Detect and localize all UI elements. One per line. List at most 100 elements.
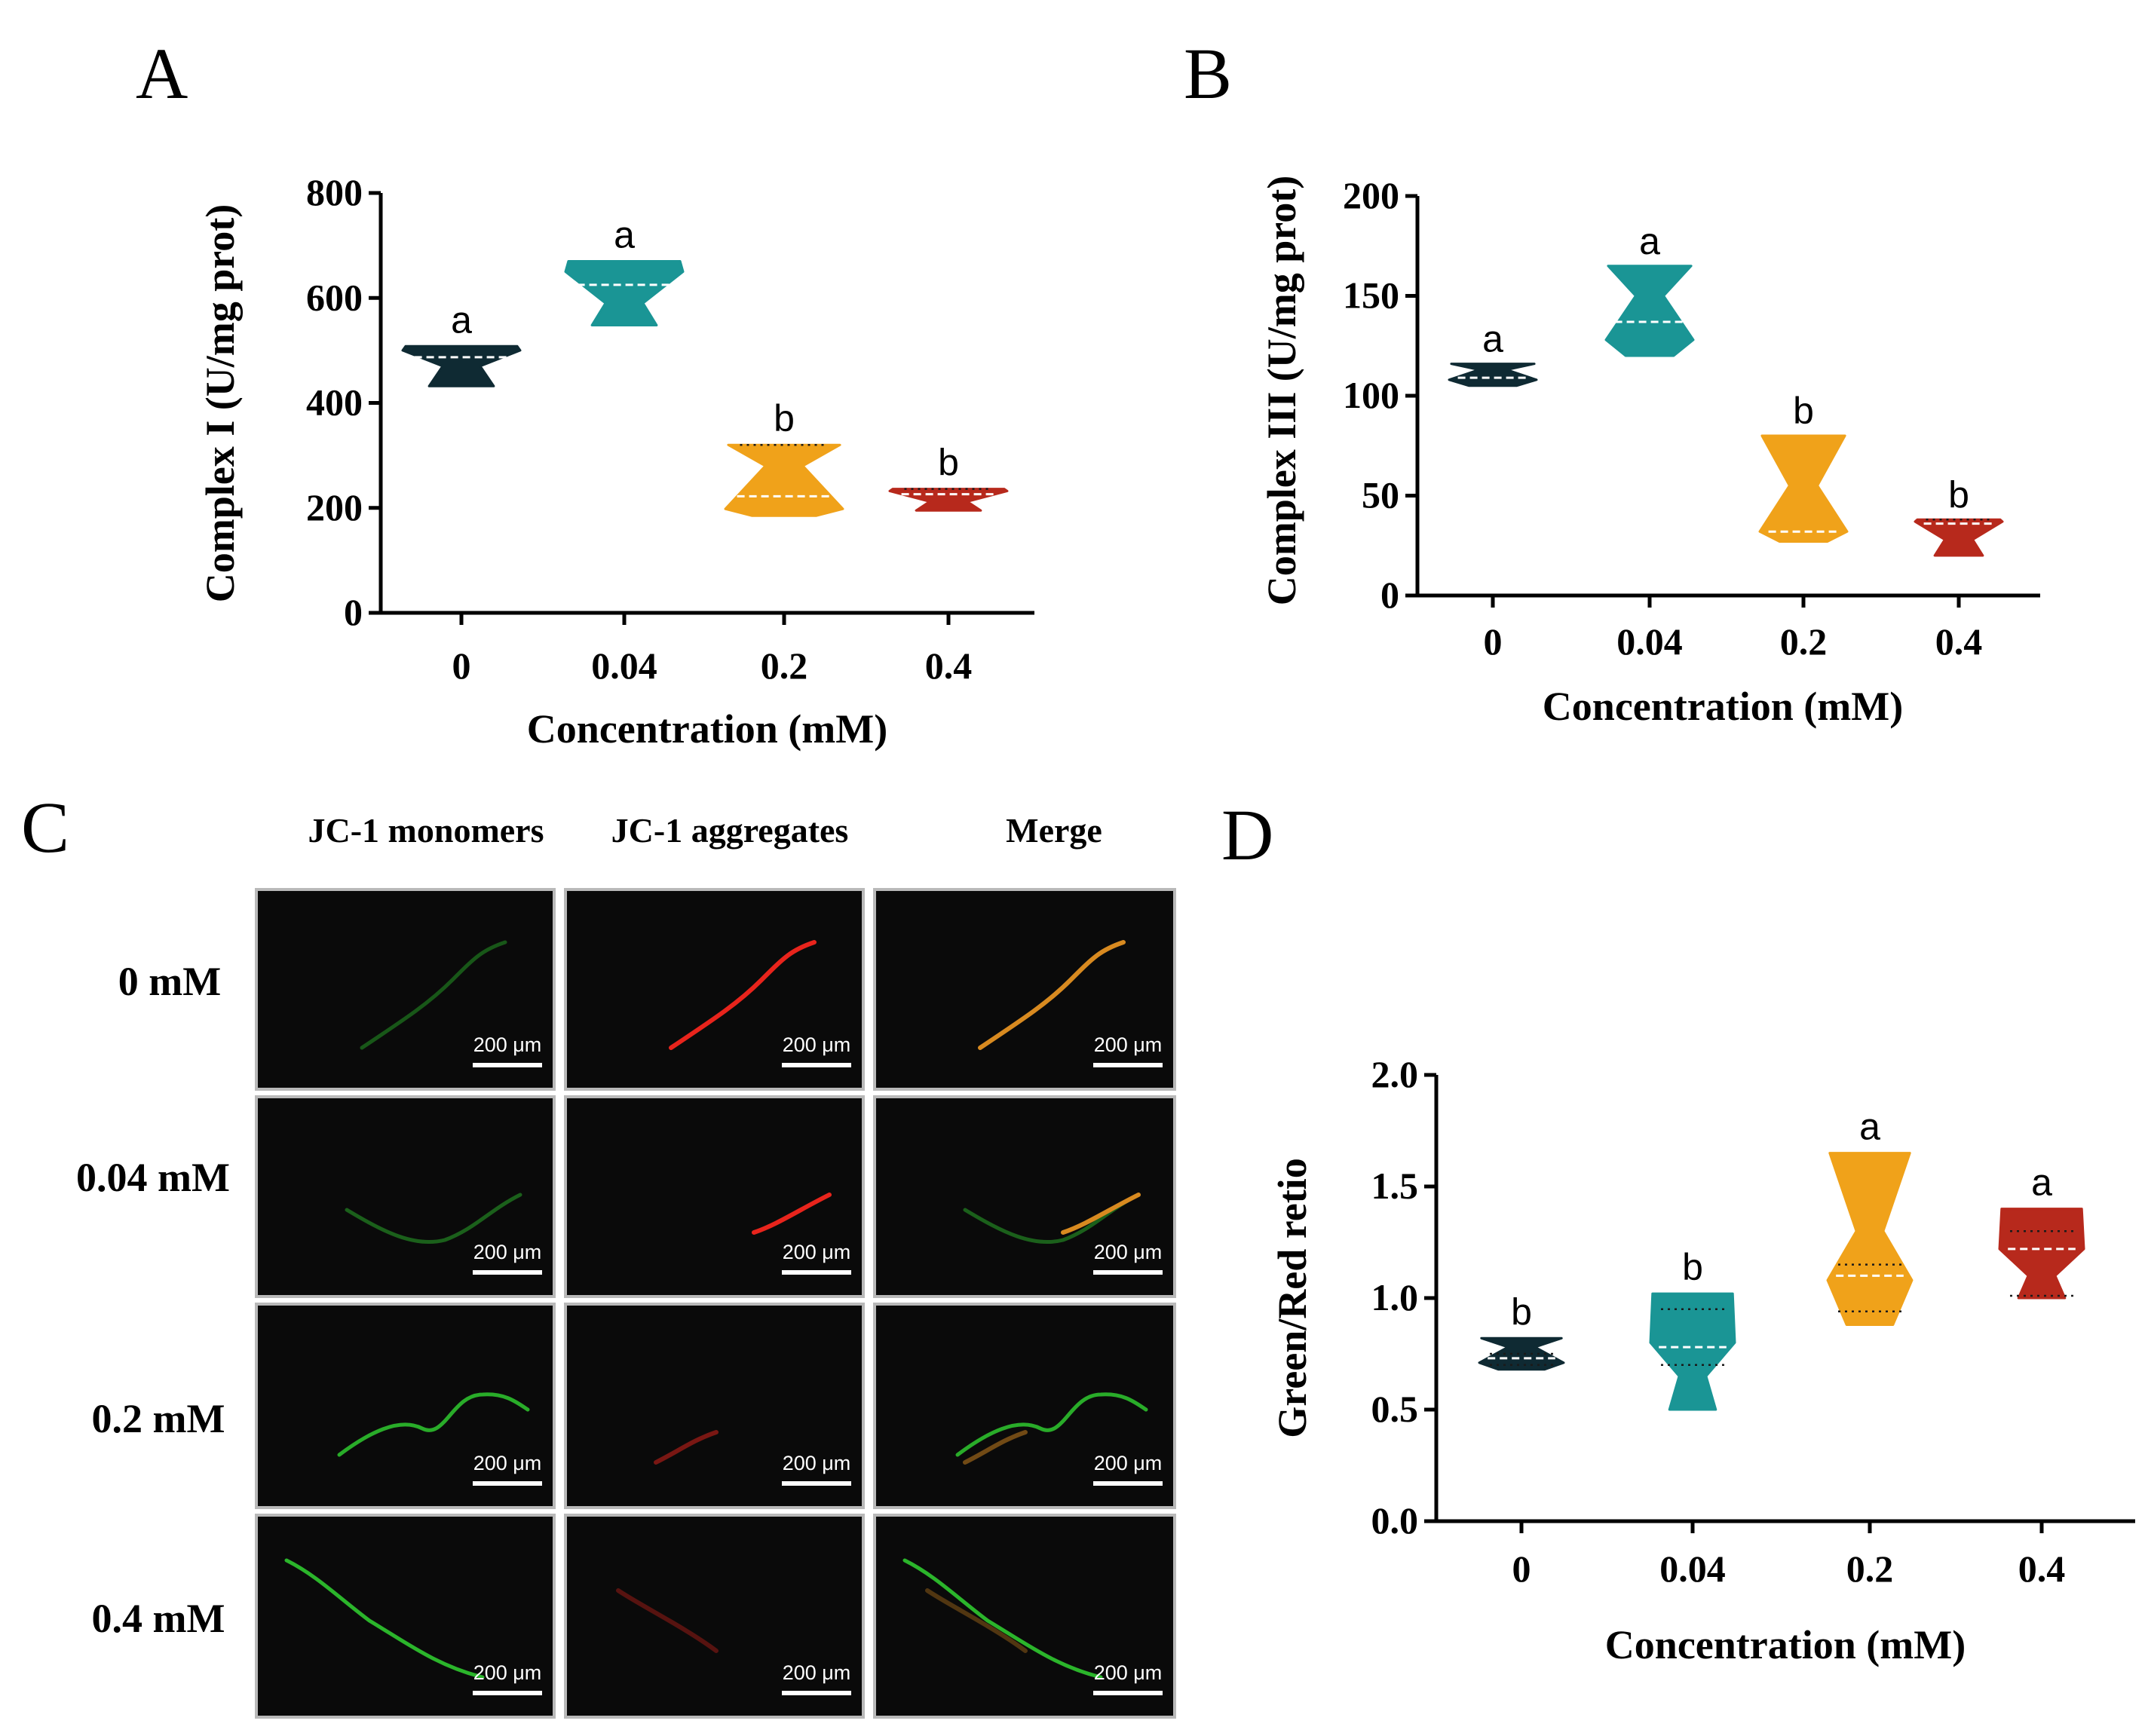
significance-letter: b: [1511, 1291, 1532, 1333]
column-header-merge: Merge: [1006, 811, 1102, 850]
micrograph-tile: 200 μm: [873, 1514, 1176, 1719]
y-ticks: 0 50 100 150 200: [1343, 174, 1417, 616]
micrograph-tile: 200 μm: [564, 1095, 865, 1298]
panel-letter-c: C: [21, 787, 69, 868]
x-ticks: 0 0.04 0.2 0.4: [452, 613, 973, 687]
x-tick-label: 0.04: [1616, 620, 1683, 663]
micrograph-tile: 200 μm: [873, 1095, 1176, 1298]
y-tick-label: 100: [1343, 374, 1399, 416]
row-label-0mm: 0 mM: [118, 959, 221, 1004]
micrograph-tile: 200 μm: [255, 1303, 556, 1509]
significance-letter: b: [1948, 473, 1969, 516]
micrograph-grid: 200 μm 200 μm 200 μm 200 μm 200 μm 200 μm 200 …: [255, 888, 1176, 1719]
micrograph-tile: 200 μm: [564, 1514, 865, 1719]
violins: [401, 260, 1009, 517]
micrograph-tile: 200 μm: [873, 1303, 1176, 1509]
microscopy-panel: JC-1 monomers JC-1 aggregates Merge 0 mM…: [76, 811, 1176, 1719]
violin-0.04: [1649, 1292, 1736, 1411]
micrograph-tile: 200 μm: [255, 1514, 556, 1719]
x-tick-label: 0.4: [2018, 1548, 2066, 1590]
y-tick-label: 1.0: [1371, 1276, 1419, 1318]
x-tick-label: 0.04: [591, 644, 657, 687]
violin-0.4: [1998, 1208, 2085, 1300]
scale-bar-label: 200 μm: [1094, 1241, 1163, 1263]
x-ticks: 0 0.04 0.2 0.4: [1484, 596, 1983, 663]
significance-letter: a: [2031, 1162, 2052, 1204]
micrograph-tile: 200 μm: [564, 1303, 865, 1509]
significance-letter: b: [774, 397, 795, 439]
violins: [1448, 265, 2004, 557]
scale-bar-label: 200 μm: [1094, 1452, 1163, 1474]
significance-letters: a a b b: [1482, 220, 1969, 516]
x-tick-label: 0.2: [1846, 1548, 1894, 1590]
y-axis-title: Green/Red retio: [1270, 1158, 1315, 1437]
scale-bar-label: 200 μm: [783, 1033, 851, 1056]
violin-0.2: [1758, 434, 1849, 543]
micrograph-tile: 200 μm: [564, 888, 865, 1091]
y-axis-title: Complex III (U/mg prot): [1259, 176, 1304, 605]
significance-letter: a: [1859, 1106, 1880, 1148]
x-axis-title: Concentration (mM): [1543, 684, 1903, 729]
x-ticks: 0 0.04 0.2 0.4: [1512, 1521, 2066, 1590]
scale-bar-label: 200 μm: [783, 1661, 851, 1684]
y-tick-label: 600: [306, 276, 363, 318]
micrograph-tile: 200 μm: [873, 888, 1176, 1091]
significance-letter: a: [1482, 318, 1503, 360]
y-tick-label: 50: [1362, 474, 1399, 516]
scale-bar-label: 200 μm: [473, 1241, 542, 1263]
x-tick-label: 0.04: [1659, 1548, 1726, 1590]
violin-0: [401, 344, 522, 387]
micrograph-tile: 200 μm: [255, 1095, 556, 1298]
row-label-0-4mm: 0.4 mM: [92, 1596, 225, 1641]
violin-0: [1448, 363, 1538, 387]
y-tick-label: 0.0: [1371, 1499, 1419, 1542]
y-ticks: 0.0 0.5 1.0 1.5 2.0: [1371, 1053, 1436, 1542]
violins: [1478, 1152, 2085, 1411]
x-tick-label: 0.4: [925, 644, 973, 687]
x-tick-label: 0.4: [1935, 620, 1983, 663]
violin-0.2: [724, 443, 844, 517]
row-label-0-04mm: 0.04 mM: [76, 1155, 230, 1200]
significance-letters: a a b b: [451, 214, 959, 484]
y-ticks: 0 200 400 600 800: [306, 171, 381, 633]
scale-bar-label: 200 μm: [1094, 1661, 1163, 1684]
y-tick-label: 200: [1343, 174, 1399, 216]
significance-letter: a: [1639, 220, 1660, 262]
violin-0.04: [564, 260, 685, 326]
violin-0.2: [1826, 1152, 1914, 1327]
violin-0.04: [1604, 265, 1695, 357]
violin-0: [1478, 1336, 1565, 1371]
panel-letter-a: A: [136, 33, 188, 114]
x-tick-label: 0.2: [761, 644, 808, 687]
panel-letter-b: B: [1184, 33, 1232, 114]
scale-bar-label: 200 μm: [473, 1661, 542, 1684]
x-tick-label: 0: [1484, 620, 1503, 663]
violin-0.4: [1914, 518, 2004, 557]
scale-bar-label: 200 μm: [473, 1452, 542, 1474]
x-tick-label: 0: [452, 644, 471, 687]
significance-letter: a: [451, 299, 472, 341]
y-tick-label: 150: [1343, 274, 1399, 317]
panel-letter-d: D: [1221, 795, 1273, 875]
scale-bar-label: 200 μm: [783, 1241, 851, 1263]
significance-letter: b: [1793, 390, 1814, 432]
y-axis-title: Complex I (U/mg prot): [198, 204, 243, 602]
column-header-aggregates: JC-1 aggregates: [611, 811, 849, 850]
column-header-monomers: JC-1 monomers: [308, 811, 544, 850]
chart-complex-i: 0 200 400 600 800 0 0.04 0.2 0.4 a a b b Complex I…: [198, 171, 1034, 752]
scale-bar-label: 200 μm: [473, 1033, 542, 1056]
chart-complex-iii: 0 50 100 150 200 0 0.04 0.2 0.4 a a b b Complex II…: [1259, 174, 2040, 729]
significance-letter: a: [614, 214, 635, 256]
chart-green-red-ratio: 0.0 0.5 1.0 1.5 2.0 0 0.04 0.2 0.4 b b a a Green/R…: [1270, 1053, 2135, 1667]
y-tick-label: 800: [306, 171, 363, 213]
scale-bar-label: 200 μm: [1094, 1033, 1163, 1056]
scale-bar-label: 200 μm: [783, 1452, 851, 1474]
significance-letter: b: [938, 442, 959, 484]
y-tick-label: 1.5: [1371, 1165, 1419, 1207]
y-tick-label: 0: [1380, 574, 1399, 616]
y-tick-label: 0.5: [1371, 1388, 1419, 1430]
violin-0.4: [888, 488, 1009, 512]
x-tick-label: 0: [1512, 1548, 1531, 1590]
significance-letter: b: [1682, 1246, 1703, 1288]
